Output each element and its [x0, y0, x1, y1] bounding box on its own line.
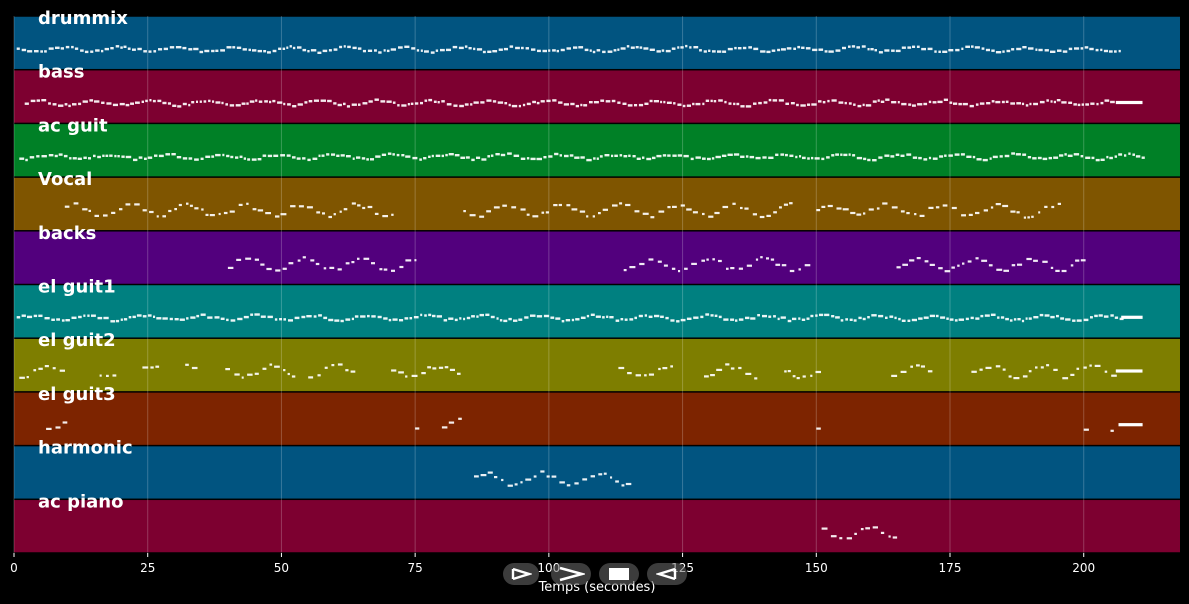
note-segment	[891, 364, 933, 377]
note-segment	[185, 363, 198, 370]
x-tick-label: 175	[939, 561, 962, 575]
rewind-button[interactable]	[503, 563, 539, 585]
note-segment	[46, 421, 68, 430]
note-segment	[1110, 429, 1114, 432]
fast-forward-icon	[559, 566, 585, 582]
note-segment	[784, 370, 821, 380]
stop-button[interactable]	[599, 563, 639, 585]
track-label: ac guit	[38, 115, 108, 136]
note-segment	[896, 257, 1086, 273]
track-label: Vocal	[38, 169, 92, 190]
track-label: bass	[38, 62, 84, 83]
play-reverse-icon	[656, 567, 677, 581]
note-segment	[19, 152, 1145, 162]
note-segment	[308, 363, 356, 379]
note-segment	[1083, 428, 1089, 431]
track-lane	[14, 124, 1180, 177]
note-segment	[618, 365, 673, 377]
x-tick-label: 25	[140, 561, 155, 575]
note-segment	[225, 363, 296, 379]
note-segment	[474, 470, 632, 487]
track-lane	[14, 285, 1180, 338]
note-segment	[704, 363, 758, 380]
stop-icon	[609, 568, 629, 580]
sustained-note	[1121, 315, 1143, 319]
note-segment	[1062, 364, 1117, 380]
note-segment	[64, 202, 394, 219]
note-segment	[19, 365, 65, 379]
note-segment	[227, 256, 417, 272]
note-segment	[623, 256, 811, 273]
note-segment	[816, 202, 1061, 219]
x-tick-label: 75	[408, 561, 423, 575]
track-label: harmonic	[38, 438, 133, 459]
note-segment	[99, 374, 117, 377]
note-segment	[391, 366, 461, 378]
track-label: el guit3	[38, 384, 116, 405]
track-lane	[14, 70, 1180, 123]
track-label: backs	[38, 223, 96, 244]
note-segment	[821, 526, 898, 540]
back-button[interactable]	[647, 563, 687, 585]
track-lane	[14, 16, 1180, 69]
track-lane	[14, 177, 1180, 231]
note-segment	[816, 427, 821, 430]
note-segment	[971, 364, 1058, 380]
note-segment	[463, 202, 793, 219]
note-segment	[16, 44, 1121, 54]
x-tick-label: 50	[274, 561, 289, 575]
playback-controls	[503, 563, 691, 587]
sustained-note	[1115, 100, 1143, 105]
x-tick-label: 150	[805, 561, 828, 575]
rewind-icon	[511, 567, 532, 581]
x-tick-label: 200	[1072, 561, 1095, 575]
track-label: el guit1	[38, 277, 116, 298]
x-tick-label: 0	[10, 561, 18, 575]
note-segment	[441, 417, 462, 429]
track-lane	[14, 392, 1180, 445]
track-lane	[14, 338, 1180, 392]
track-label: ac piano	[38, 491, 123, 512]
note-segment	[24, 98, 1115, 108]
forward-button[interactable]	[551, 563, 591, 585]
sustained-note	[1118, 423, 1143, 427]
note-segment	[415, 427, 420, 430]
track-lane	[14, 446, 1180, 499]
track-label: drummix	[38, 8, 128, 29]
track-label: el guit2	[38, 330, 116, 351]
note-segment	[16, 313, 1124, 323]
note-segment	[142, 365, 160, 369]
sustained-note	[1115, 369, 1143, 373]
track-lane	[14, 500, 1180, 553]
track-lane	[14, 231, 1180, 284]
